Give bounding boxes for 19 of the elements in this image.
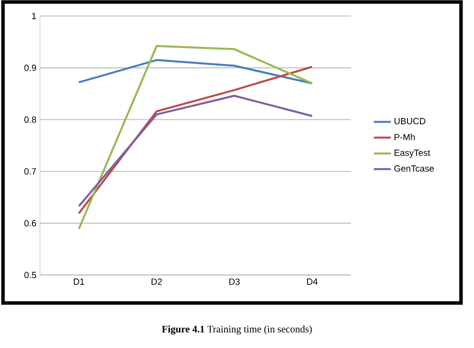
x-tick-label: D2: [152, 278, 162, 285]
text: Figure 4.1 Training time (in seconds): [162, 325, 312, 335]
legend-label: EasyTest: [394, 150, 430, 158]
y-tick-label: 0.9: [24, 64, 36, 71]
line-series: [78, 94, 314, 208]
y-tick-label: 0.8: [24, 116, 36, 123]
legend-label: P-Mh: [394, 134, 415, 140]
line-series: [78, 45, 314, 230]
y-tick-label: 0.7: [24, 168, 36, 175]
y-tick-label: 0.5: [24, 272, 36, 278]
x-tick-label: D3: [229, 278, 240, 285]
legend-label: UBUCD: [394, 118, 426, 124]
x-tick-label: D1: [74, 278, 84, 285]
y-tick-label: 1: [32, 12, 36, 20]
legend-label: GenTcase: [394, 165, 434, 172]
y-tick-label: 0.6: [24, 220, 36, 226]
line-series: [78, 59, 314, 84]
line-series: [78, 66, 314, 214]
x-tick-label: D4: [307, 278, 318, 285]
